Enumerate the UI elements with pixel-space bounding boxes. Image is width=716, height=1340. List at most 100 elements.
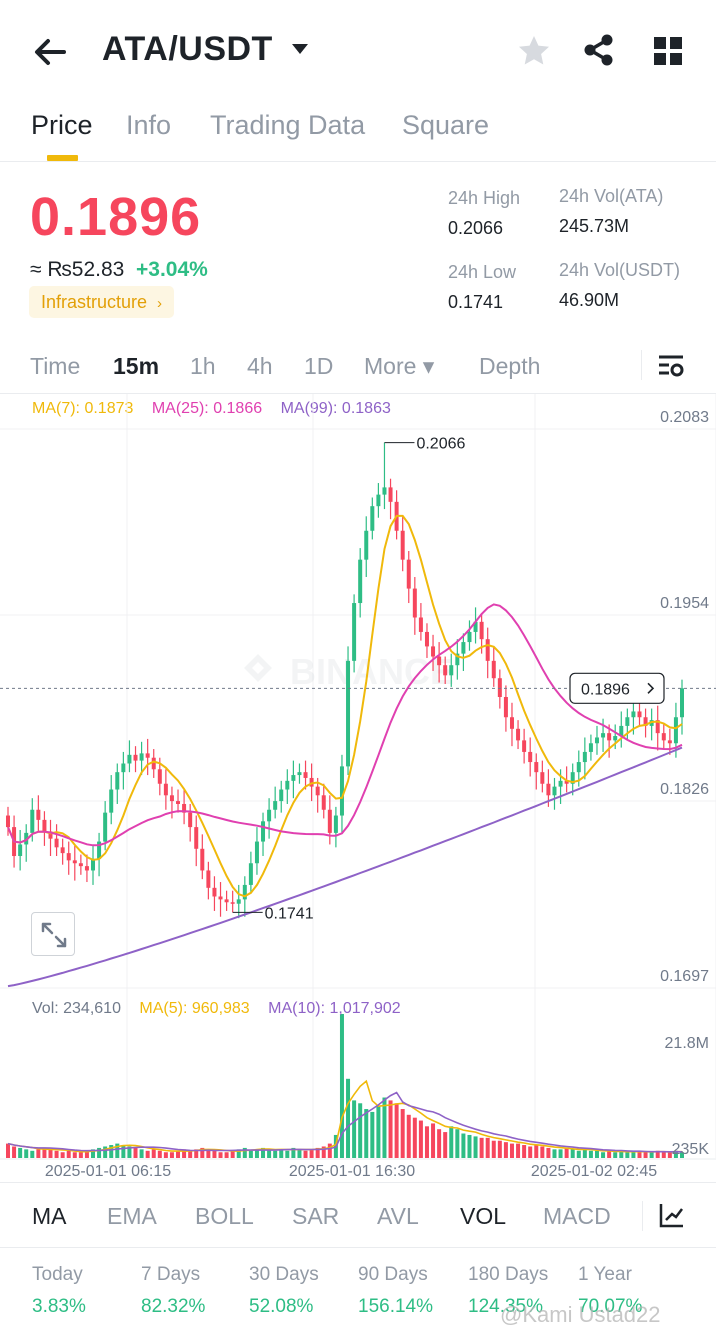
volume-bar	[564, 1147, 569, 1158]
candle-body	[619, 725, 624, 737]
volume-bars	[6, 1014, 684, 1158]
candle-body	[376, 494, 381, 507]
pair-title[interactable]: ATA/USDT	[102, 30, 273, 68]
tf-1h[interactable]: 1h	[190, 353, 216, 379]
candle-body	[358, 559, 363, 604]
time-tick-label: 2025-01-01 16:30	[289, 1163, 415, 1180]
candle-body	[576, 762, 581, 773]
volume-bar	[364, 1109, 369, 1158]
caret-down-icon[interactable]	[290, 42, 310, 56]
candle-body	[449, 665, 454, 676]
low-value: 0.1741	[448, 292, 504, 312]
tab-square[interactable]: Square	[402, 110, 490, 140]
time-tick-label: 2025-01-02 02:45	[531, 1163, 657, 1180]
candle-body	[30, 809, 35, 833]
tab-info[interactable]: Info	[126, 110, 172, 140]
candle-body	[509, 717, 514, 729]
main-tabs: Price Info Trading Data Square	[0, 100, 716, 162]
tab-trading-data[interactable]: Trading Data	[210, 110, 366, 140]
indicator-settings-icon[interactable]	[658, 1201, 686, 1229]
back-arrow-icon[interactable]	[30, 32, 70, 72]
indicator-boll[interactable]: BOLL	[195, 1203, 254, 1229]
candle-body	[582, 751, 587, 763]
indicator-macd[interactable]: MACD	[543, 1203, 611, 1229]
volume-bar	[528, 1146, 533, 1158]
binance-watermark-logo	[244, 654, 272, 682]
tf-depth[interactable]: Depth	[479, 353, 541, 379]
high-label: 24h High	[448, 188, 521, 208]
volume-bar	[424, 1126, 429, 1158]
volume-legend: Vol: 234,610 MA(5): 960,983 MA(10): 1,01…	[32, 1000, 415, 1018]
candle-body	[497, 678, 502, 697]
star-icon[interactable]	[516, 33, 552, 69]
volume-bar	[78, 1152, 83, 1158]
candle-body	[157, 769, 162, 784]
candle-body	[631, 711, 636, 718]
candle-body	[242, 884, 247, 900]
volume-bar	[176, 1150, 181, 1158]
candle-body	[333, 815, 338, 833]
volume-bar	[163, 1152, 168, 1158]
low-marker-label: 0.1741	[265, 905, 314, 922]
candle-body	[655, 720, 660, 734]
current-price-tag	[569, 672, 665, 704]
indicator-avl[interactable]: AVL	[377, 1203, 419, 1229]
indicator-divider	[642, 1201, 643, 1231]
share-icon[interactable]	[581, 32, 617, 68]
indicator-vol[interactable]: VOL	[460, 1203, 507, 1229]
candle-body	[78, 863, 83, 867]
candle-body	[534, 762, 539, 773]
high-marker-label: 0.2066	[416, 436, 465, 453]
tab-price[interactable]: Price	[31, 110, 93, 140]
candle-body	[588, 743, 593, 752]
candle-body	[224, 899, 229, 903]
volume-bar	[285, 1150, 290, 1158]
vol-ma10-legend: MA(10): 1,017,902	[268, 1000, 401, 1017]
candle-body	[279, 789, 284, 802]
indicator-ema[interactable]: EMA	[107, 1203, 157, 1229]
vol-ma5-legend: MA(5): 960,983	[139, 1000, 250, 1017]
volume-bar	[291, 1147, 296, 1158]
high-value: 0.2066	[448, 218, 504, 238]
vol-ma10-line	[7, 1091, 683, 1153]
volume-bar	[613, 1152, 618, 1158]
candle-body	[303, 772, 308, 778]
indicator-ma[interactable]: MA	[32, 1203, 67, 1229]
volume-bar	[546, 1147, 551, 1158]
candle-body	[667, 740, 672, 744]
candle-body	[145, 753, 150, 758]
candle-body	[188, 812, 193, 828]
volume-bar	[582, 1149, 587, 1158]
volume-bar	[661, 1152, 666, 1158]
volume-bar	[358, 1103, 363, 1158]
vol-quote-label: 24h Vol(USDT)	[559, 260, 681, 280]
volume-bar	[115, 1143, 120, 1158]
price-chart[interactable]: BINANCE 0.2083 0.1954 0.1826 0.1697 21.8M 235…	[0, 394, 716, 1182]
candle-body	[594, 737, 599, 744]
indicator-sar[interactable]: SAR	[292, 1203, 340, 1229]
volume-bar	[267, 1149, 272, 1158]
volume-bar	[522, 1145, 527, 1158]
volume-bar	[400, 1109, 405, 1158]
perf-value-30d: 52.08%	[249, 1296, 314, 1317]
tf-more[interactable]: More ▾	[364, 353, 435, 379]
active-tab-indicator	[47, 155, 78, 161]
low-label: 24h Low	[448, 262, 517, 282]
tf-1d[interactable]: 1D	[304, 353, 334, 379]
volume-bar	[145, 1150, 150, 1158]
candle-body	[327, 809, 332, 833]
chart-settings-icon[interactable]	[657, 352, 685, 380]
category-tag[interactable]: Infrastructure ›	[29, 286, 175, 318]
candle-body	[485, 639, 490, 661]
volume-bar	[12, 1146, 17, 1158]
fullscreen-button[interactable]	[31, 912, 75, 956]
perf-label-90d: 90 Days	[358, 1264, 428, 1285]
candle-body	[570, 772, 575, 784]
tf-4h[interactable]: 4h	[247, 353, 273, 379]
tf-15m[interactable]: 15m	[113, 353, 160, 379]
candle-body	[406, 559, 411, 589]
volume-bar	[485, 1137, 490, 1158]
tf-time[interactable]: Time	[30, 353, 81, 379]
grid-icon[interactable]	[653, 36, 683, 66]
timeframe-bar: Time 15m 1h 4h 1D More ▾ Depth	[0, 340, 716, 394]
